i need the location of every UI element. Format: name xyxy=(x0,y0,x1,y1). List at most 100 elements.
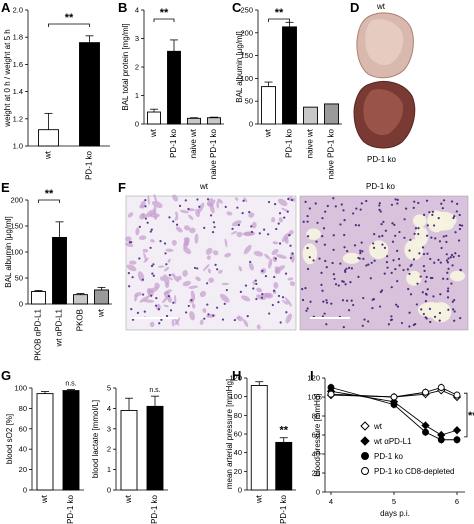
cell-nucleus xyxy=(342,209,345,212)
tissue-strand xyxy=(162,295,169,304)
tissue-strand xyxy=(274,266,281,274)
y-axis-label: mean arterial pressure [mmHg] xyxy=(225,379,234,489)
y-tick-label: 0 xyxy=(23,486,27,495)
tissue-strand xyxy=(224,252,232,258)
tissue-strand xyxy=(288,230,294,235)
cell-nucleus xyxy=(196,267,199,270)
cell-nucleus xyxy=(206,282,209,285)
cell-nucleus xyxy=(397,257,401,261)
series-point xyxy=(422,388,429,396)
cell-nucleus xyxy=(446,277,449,281)
cell-nucleus xyxy=(302,220,305,223)
cell-nucleus xyxy=(452,255,455,259)
tissue-strand xyxy=(168,276,173,281)
cell-nucleus xyxy=(352,212,355,215)
y-tick-label: 20 xyxy=(234,467,242,476)
cell-nucleus xyxy=(420,308,423,311)
cell-nucleus xyxy=(425,293,428,296)
tissue-strand xyxy=(202,308,207,313)
x-category-label: wt αPD-L1 xyxy=(55,308,64,347)
cell-nucleus xyxy=(383,272,386,275)
tissue-strand xyxy=(281,232,290,243)
cell-nucleus xyxy=(306,307,309,310)
cell-nucleus xyxy=(378,202,381,205)
x-category-label: PD-1 ko xyxy=(66,494,75,523)
cell-nucleus xyxy=(453,298,456,302)
cell-nucleus xyxy=(285,311,288,314)
cell-nucleus xyxy=(445,234,448,237)
cell-nucleus xyxy=(248,211,251,214)
cell-nucleus xyxy=(408,272,411,275)
cell-nucleus xyxy=(446,261,450,264)
tissue-strand xyxy=(207,268,211,274)
cell-nucleus xyxy=(249,260,252,264)
significance-marker: ** xyxy=(160,7,169,19)
y-tick-label: 250 xyxy=(240,6,253,15)
cell-nucleus xyxy=(390,271,393,274)
cell-nucleus xyxy=(453,319,456,322)
cell-nucleus xyxy=(452,216,455,220)
y-tick-label: 200 xyxy=(10,196,23,205)
cell-nucleus xyxy=(413,232,416,235)
significance-marker: ** xyxy=(468,410,474,422)
cell-nucleus xyxy=(390,203,394,206)
cell-nucleus xyxy=(322,227,326,230)
tissue-strand xyxy=(160,276,164,282)
cell-nucleus xyxy=(325,323,328,326)
cell-nucleus xyxy=(458,227,462,231)
cell-nucleus xyxy=(163,242,167,245)
cell-nucleus xyxy=(457,239,461,242)
cell-nucleus xyxy=(389,318,393,322)
cell-nucleus xyxy=(412,206,415,209)
cell-nucleus xyxy=(178,204,182,207)
cell-nucleus xyxy=(370,261,373,264)
tissue-strand xyxy=(195,276,201,282)
cell-nucleus xyxy=(215,306,219,309)
tissue-strand xyxy=(149,213,160,218)
y-tick-label: 4 xyxy=(107,404,111,413)
cell-nucleus xyxy=(360,241,363,244)
cell-nucleus xyxy=(424,299,428,303)
series-point xyxy=(327,390,335,398)
x-category-label: naive PD-1 ko xyxy=(327,128,336,179)
cell-nucleus xyxy=(365,264,368,267)
cell-nucleus xyxy=(371,307,374,310)
y-tick-label: 60 xyxy=(312,431,320,440)
tissue-strand xyxy=(216,200,220,209)
tissue-strand xyxy=(188,285,199,289)
cell-nucleus xyxy=(383,246,387,249)
legend-marker-circle-open xyxy=(361,467,369,475)
cell-nucleus xyxy=(315,240,318,243)
cell-nucleus xyxy=(391,240,395,243)
cell-nucleus xyxy=(185,311,188,314)
cell-nucleus xyxy=(437,216,440,220)
cell-nucleus xyxy=(131,318,135,321)
cell-nucleus xyxy=(241,212,244,215)
cell-nucleus xyxy=(403,218,406,221)
cell-nucleus xyxy=(149,230,152,233)
cell-nucleus xyxy=(347,309,351,312)
tissue-strand xyxy=(173,275,180,282)
tissue-strand xyxy=(271,217,276,223)
cell-nucleus xyxy=(332,234,335,237)
cell-nucleus xyxy=(261,293,264,296)
y-tick-label: 2.0 xyxy=(13,6,23,15)
bar xyxy=(62,390,80,491)
cell-nucleus xyxy=(334,205,337,208)
cell-nucleus xyxy=(453,215,456,218)
tissue-strand xyxy=(147,194,150,206)
tissue-strand xyxy=(197,202,205,214)
cell-nucleus xyxy=(350,299,353,302)
y-tick-label: 40 xyxy=(234,448,242,457)
cell-nucleus xyxy=(372,298,375,301)
x-category-label: PD-1 ko xyxy=(279,494,288,523)
cell-nucleus xyxy=(350,267,354,270)
histology-ko-caption: PD-1 ko xyxy=(366,182,395,191)
cell-nucleus xyxy=(263,228,266,231)
cell-nucleus xyxy=(452,308,455,311)
cell-nucleus xyxy=(433,315,437,318)
tissue-strand xyxy=(142,248,149,253)
x-category-label: PD-1 ko xyxy=(169,128,178,157)
tissue-strand xyxy=(234,197,239,201)
cell-nucleus xyxy=(337,284,340,287)
